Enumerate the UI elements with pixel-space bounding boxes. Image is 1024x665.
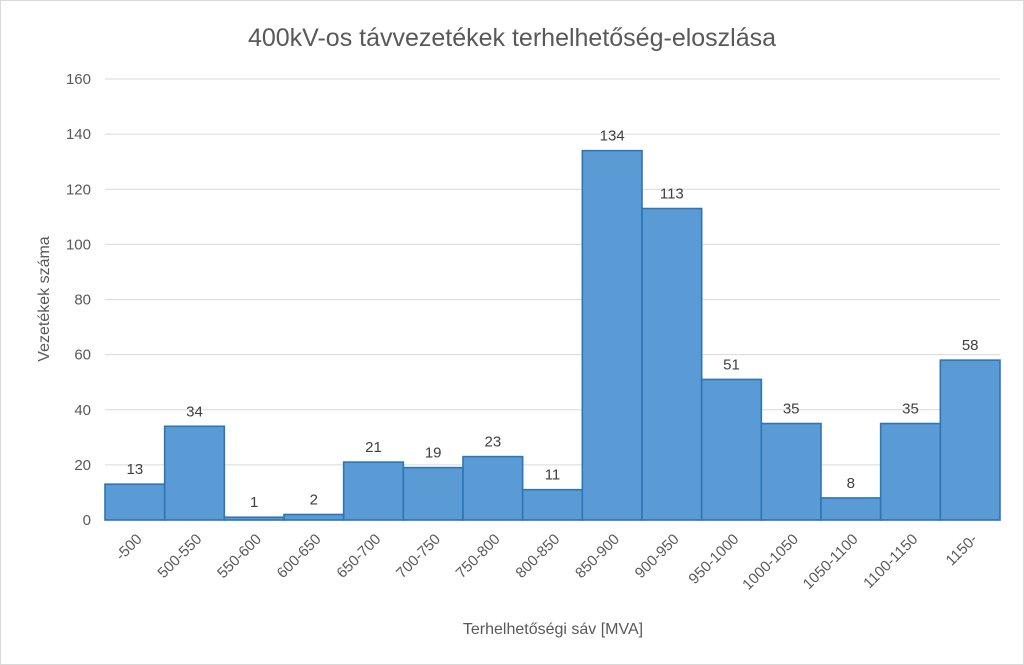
data-label: 113	[660, 186, 684, 203]
y-tick-label: 100	[66, 236, 91, 253]
data-label: 13	[126, 461, 143, 478]
x-tick-label: 950-1000	[685, 531, 742, 588]
x-tick-label: 900-950	[632, 531, 683, 582]
data-label: 19	[425, 445, 442, 462]
data-label: 11	[545, 467, 561, 484]
data-label: 51	[723, 356, 740, 373]
data-label: 8	[847, 475, 855, 492]
x-tick-label: 650-700	[333, 531, 384, 582]
data-label: 35	[783, 401, 800, 418]
bar-1000-1050	[760, 422, 822, 521]
x-axis-title: Terhelhetőségi sáv [MVA]	[463, 621, 643, 638]
bar-850-900	[581, 149, 643, 521]
bar-650-700	[342, 461, 405, 521]
x-tick-label: 800-850	[512, 531, 563, 582]
y-axis-ticks: 0 20 40 60 80 100 120 140 160	[66, 71, 91, 529]
bar-1150-	[939, 359, 1001, 521]
data-label: 23	[484, 434, 501, 451]
data-label: 1	[250, 494, 258, 511]
data-label: 134	[600, 128, 625, 145]
y-tick-label: 80	[74, 292, 91, 309]
x-tick-label: 1000-1050	[739, 531, 802, 594]
data-label: 58	[962, 337, 979, 354]
gridlines	[105, 78, 1000, 521]
x-tick-label: 1050-1100	[800, 531, 862, 593]
x-tick-label: 850-900	[572, 531, 623, 582]
x-tick-label: 500-550	[154, 531, 205, 582]
bars	[104, 149, 1001, 521]
bar-800-850	[521, 488, 584, 521]
chart-title: 400kV-os távvezetékek terhelhetőség-elos…	[248, 24, 776, 52]
bar-600-650	[283, 513, 345, 521]
data-label: 2	[310, 491, 318, 508]
bar--500	[104, 483, 166, 521]
y-tick-label: 40	[74, 402, 91, 419]
data-label: 34	[186, 403, 203, 420]
x-tick-label: -500	[112, 531, 145, 564]
data-label: 21	[365, 439, 382, 456]
x-tick-label: 1150-	[943, 531, 981, 569]
x-tick-label: 700-750	[393, 531, 444, 582]
x-tick-label: 750-800	[453, 531, 504, 582]
bar-500-550	[163, 425, 226, 521]
x-axis-ticks: -500 500-550 550-600 600-650 650-700 700-750 7…	[112, 531, 981, 594]
bar-950-1000	[700, 378, 763, 521]
y-tick-label: 160	[66, 71, 91, 88]
x-tick-label: 1100-1150	[860, 531, 921, 592]
data-label: 35	[902, 401, 919, 418]
x-tick-label: 600-650	[274, 531, 325, 582]
data-labels: 13 34 1 2 21 19 23 11 134 113 51 35 8 35 58	[126, 128, 978, 512]
y-tick-label: 20	[74, 457, 91, 474]
y-axis-title: Vezetékek száma	[36, 236, 53, 362]
y-tick-label: 0	[83, 512, 91, 529]
y-tick-label: 140	[66, 126, 91, 143]
bar-700-750	[402, 466, 464, 521]
bar-900-950	[641, 207, 703, 521]
bar-550-600	[223, 516, 285, 521]
y-tick-label: 60	[74, 347, 91, 364]
bar-1100-1150	[879, 422, 942, 521]
bar-750-800	[462, 455, 524, 521]
x-tick-label: 550-600	[214, 531, 265, 582]
bar-1050-1100	[820, 497, 882, 521]
y-tick-label: 120	[66, 181, 91, 198]
